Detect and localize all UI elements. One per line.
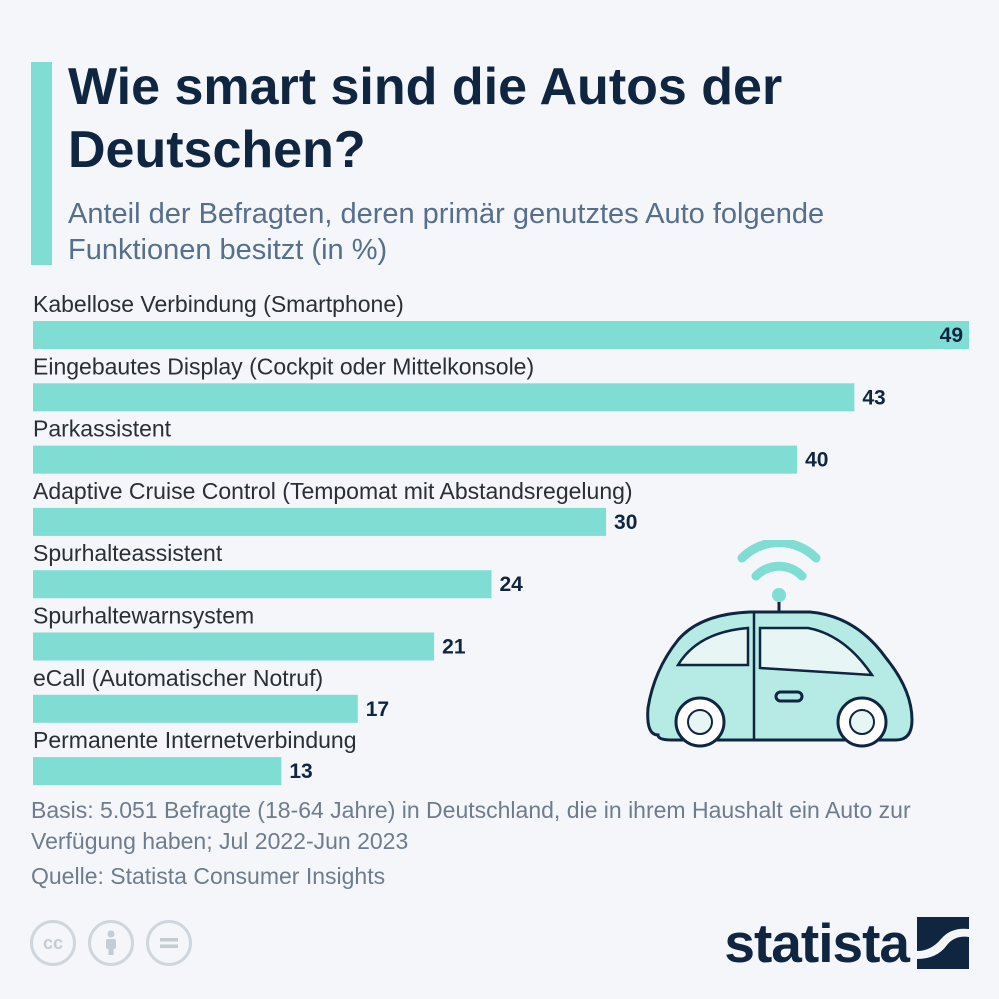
brand-name: statista xyxy=(724,912,910,974)
value-label: 17 xyxy=(366,698,389,721)
bar xyxy=(33,507,607,536)
category-label: Kabellose Verbindung (Smartphone) xyxy=(33,291,404,317)
bar-chart: Kabellose Verbindung (Smartphone) 49 Einge… xyxy=(33,291,969,786)
bar xyxy=(33,632,435,661)
footnote-basis: Basis: 5.051 Befragte (18-64 Jahre) in D… xyxy=(31,797,911,854)
statista-logo-icon xyxy=(917,917,969,969)
nd-icon[interactable] xyxy=(146,920,192,966)
value-label: 30 xyxy=(614,511,637,534)
by-icon[interactable] xyxy=(88,920,134,966)
value-label: 43 xyxy=(862,386,885,409)
chart-subtitle: Anteil der Befragten, deren primär genut… xyxy=(68,198,825,266)
title-accent-bar xyxy=(31,62,52,265)
bar xyxy=(33,757,282,786)
license-icons: cc xyxy=(30,920,192,966)
statista-logo[interactable]: statista xyxy=(724,913,969,973)
category-label: Spurhaltewarnsystem xyxy=(33,603,254,629)
category-label: Spurhalteassistent xyxy=(33,540,223,566)
bar xyxy=(33,694,358,723)
value-label: 13 xyxy=(289,760,312,783)
bar xyxy=(33,321,969,349)
category-label: eCall (Automatischer Notruf) xyxy=(33,665,323,691)
value-label: 49 xyxy=(940,324,963,347)
category-label: Permanente Internetverbindung xyxy=(33,727,357,753)
bar xyxy=(33,445,798,474)
category-label: Parkassistent xyxy=(33,416,172,442)
connected-car-icon xyxy=(646,540,914,748)
value-label: 24 xyxy=(499,573,523,596)
value-label: 21 xyxy=(442,636,466,659)
category-label: Adaptive Cruise Control (Tempomat mit Ab… xyxy=(33,478,633,504)
cc-icon[interactable]: cc xyxy=(30,920,76,966)
category-label: Eingebautes Display (Cockpit oder Mittel… xyxy=(33,353,534,379)
bar xyxy=(33,383,855,412)
value-label: 40 xyxy=(805,449,828,472)
chart-title: Wie smart sind die Autos der Deutschen? xyxy=(68,58,783,179)
footnote-source: Quelle: Statista Consumer Insights xyxy=(31,863,386,889)
bar xyxy=(33,570,492,599)
